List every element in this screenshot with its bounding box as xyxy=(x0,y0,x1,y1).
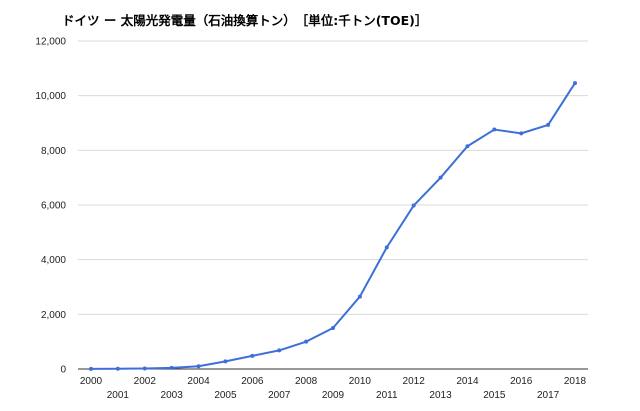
y-axis-tick-labels: 0 2,000 4,000 6,000 8,000 10,000 12,000 xyxy=(35,37,66,376)
data-point xyxy=(384,245,389,250)
x-tick-label: 2001 xyxy=(107,390,130,401)
y-tick-label: 4,000 xyxy=(41,255,66,266)
x-tick-label: 2006 xyxy=(241,376,264,387)
x-tick-label: 2004 xyxy=(187,376,210,387)
y-tick-label: 2,000 xyxy=(41,310,66,321)
y-tick-label: 12,000 xyxy=(35,37,66,48)
data-point xyxy=(331,326,335,330)
y-tick-label: 8,000 xyxy=(41,146,66,157)
series-layer xyxy=(89,81,577,371)
data-point xyxy=(304,339,309,344)
data-point xyxy=(519,131,524,136)
x-tick-label: 2008 xyxy=(295,376,318,387)
x-tick-label: 2013 xyxy=(429,390,452,401)
x-tick-label: 2015 xyxy=(483,390,506,401)
data-point xyxy=(250,353,255,358)
chart-title: ドイツ ー 太陽光発電量（石油換算トン） ［単位:千トン(TOE)］ xyxy=(62,13,428,28)
data-point xyxy=(89,366,93,371)
data-point xyxy=(546,122,551,127)
data-point xyxy=(196,364,201,369)
x-tick-label: 2018 xyxy=(564,376,587,387)
x-tick-label: 2000 xyxy=(80,376,103,387)
gridlines xyxy=(78,40,588,315)
x-tick-label: 2003 xyxy=(161,390,184,401)
data-point xyxy=(223,359,228,364)
data-point xyxy=(438,175,443,180)
data-point xyxy=(277,348,282,353)
data-point xyxy=(357,294,362,299)
data-point xyxy=(411,203,416,208)
data-point xyxy=(169,365,174,370)
data-point xyxy=(142,366,147,371)
x-tick-label: 2002 xyxy=(134,376,157,387)
x-tick-label: 2016 xyxy=(510,376,533,387)
data-point xyxy=(465,144,470,149)
x-tick-label: 2017 xyxy=(537,390,560,401)
x-tick-label: 2011 xyxy=(376,390,398,401)
data-point xyxy=(573,81,577,86)
data-point xyxy=(115,366,120,371)
x-tick-label: 2007 xyxy=(268,390,291,401)
series-line xyxy=(90,82,576,370)
y-tick-label: 6,000 xyxy=(41,201,66,212)
x-tick-label: 2010 xyxy=(349,376,372,387)
x-tick-label: 2005 xyxy=(214,390,237,401)
x-tick-label: 2014 xyxy=(456,376,479,387)
data-point xyxy=(492,127,497,132)
y-tick-label: 10,000 xyxy=(35,91,66,102)
x-tick-label: 2009 xyxy=(322,390,345,401)
x-tick-label: 2012 xyxy=(403,376,426,387)
y-tick-label: 0 xyxy=(60,365,66,376)
